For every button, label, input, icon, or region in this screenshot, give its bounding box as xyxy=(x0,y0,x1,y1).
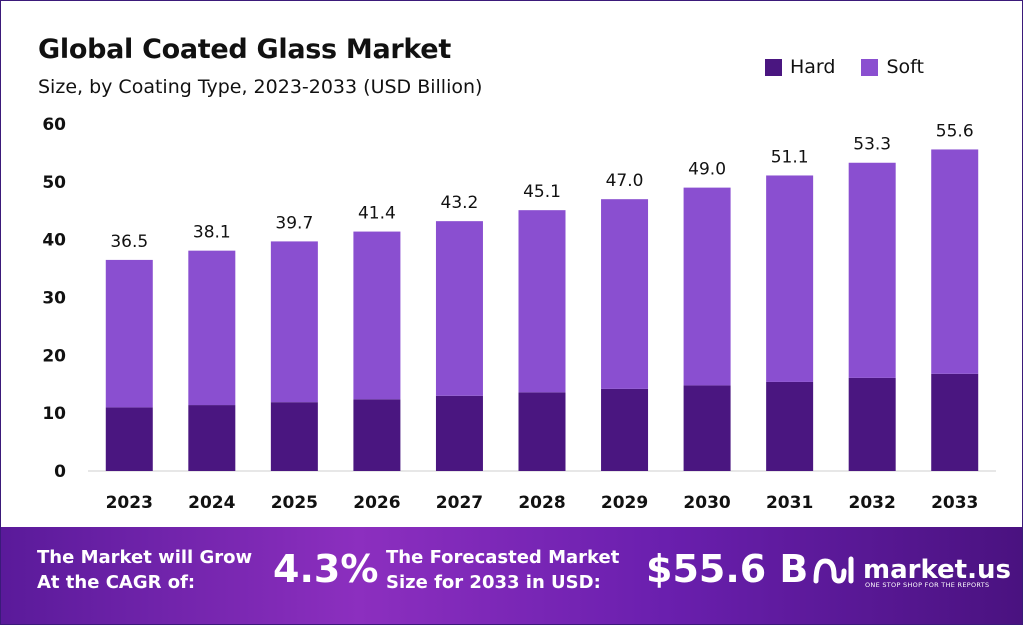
data-label: 38.1 xyxy=(193,223,231,243)
bar-hard xyxy=(188,405,236,471)
x-tick-label: 2031 xyxy=(766,493,813,513)
bar-soft xyxy=(683,187,731,386)
bar-soft xyxy=(353,231,401,400)
bar-soft xyxy=(848,162,896,378)
bar-hard xyxy=(601,388,649,471)
bar-hard xyxy=(931,373,979,471)
x-tick-label: 2029 xyxy=(601,493,648,513)
data-label: 47.0 xyxy=(606,171,644,191)
bar-soft xyxy=(518,210,566,393)
bar-chart: 010203040506036.5202338.1202439.7202541.… xyxy=(42,115,996,513)
bar-soft xyxy=(105,259,153,408)
brand-name: market.us xyxy=(863,555,1011,585)
legend-swatch-hard xyxy=(765,58,782,76)
brand-tagline: ONE STOP SHOP FOR THE REPORTS xyxy=(865,581,990,589)
data-label: 51.1 xyxy=(771,147,809,167)
x-tick-label: 2032 xyxy=(849,493,896,513)
bar-hard xyxy=(353,399,401,471)
data-label: 36.5 xyxy=(110,232,148,252)
x-tick-label: 2027 xyxy=(436,493,483,513)
summary-banner: The Market will Grow At the CAGR of: 4.3… xyxy=(1,527,1022,624)
data-label: 53.3 xyxy=(853,135,891,155)
data-label: 39.7 xyxy=(275,213,313,233)
bar-soft xyxy=(435,221,483,396)
bar-soft xyxy=(270,241,318,403)
y-tick-label: 0 xyxy=(54,462,66,482)
forecast-value: $55.6 B xyxy=(646,547,809,591)
x-tick-label: 2024 xyxy=(188,493,235,513)
bar-hard xyxy=(518,392,566,471)
y-tick-label: 30 xyxy=(42,289,66,309)
bar-hard xyxy=(435,395,483,471)
legend-item-soft: Soft xyxy=(861,56,924,78)
y-tick-label: 20 xyxy=(42,346,66,366)
forecast-label: The Forecasted Market Size for 2033 in U… xyxy=(386,547,620,593)
bar-hard xyxy=(105,407,153,471)
x-tick-label: 2023 xyxy=(106,493,153,513)
y-tick-label: 40 xyxy=(42,231,66,251)
x-tick-label: 2033 xyxy=(931,493,978,513)
chart-title: Global Coated Glass Market xyxy=(38,34,451,65)
cagr-value: 4.3% xyxy=(273,547,379,591)
bar-hard xyxy=(270,402,318,471)
data-label: 41.4 xyxy=(358,204,396,224)
market-us-logo-icon xyxy=(813,556,854,584)
x-tick-label: 2028 xyxy=(518,493,565,513)
bar-soft xyxy=(931,149,979,374)
bar-soft xyxy=(188,250,236,406)
x-tick-label: 2030 xyxy=(683,493,730,513)
data-label: 55.6 xyxy=(936,121,974,141)
legend-label-hard: Hard xyxy=(790,56,836,78)
y-tick-label: 50 xyxy=(42,173,66,193)
x-tick-label: 2025 xyxy=(271,493,318,513)
legend-label-soft: Soft xyxy=(886,56,924,78)
bar-hard xyxy=(848,377,896,471)
brand: market.us ONE STOP SHOP FOR THE REPORTS xyxy=(813,551,1011,589)
legend-swatch-soft xyxy=(861,58,879,76)
bar-soft xyxy=(766,175,814,382)
legend-item-hard: Hard xyxy=(765,56,835,78)
y-tick-label: 60 xyxy=(42,115,66,135)
chart-legend: Hard Soft xyxy=(765,56,950,78)
data-label: 49.0 xyxy=(688,160,726,180)
data-label: 43.2 xyxy=(441,193,479,213)
data-label: 45.1 xyxy=(523,182,561,202)
y-tick-label: 10 xyxy=(42,404,66,424)
chart-subtitle: Size, by Coating Type, 2023-2033 (USD Bi… xyxy=(38,76,483,98)
bar-hard xyxy=(766,381,814,471)
cagr-label: The Market will Grow At the CAGR of: xyxy=(37,547,253,593)
bar-soft xyxy=(601,199,649,389)
x-tick-label: 2026 xyxy=(353,493,400,513)
bar-hard xyxy=(683,385,731,471)
